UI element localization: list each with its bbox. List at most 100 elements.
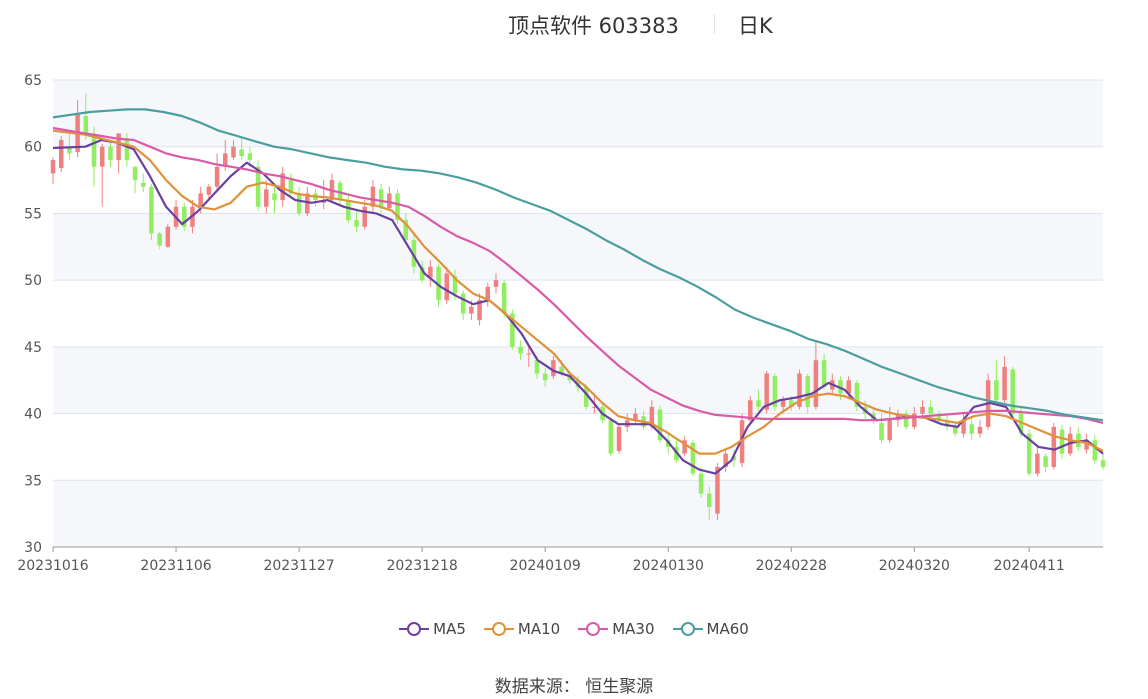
candle	[682, 436, 687, 457]
candle-body	[214, 166, 220, 187]
candle-body	[928, 406, 933, 414]
y-tick-label: 65	[24, 73, 42, 89]
candle	[378, 184, 384, 214]
candle-body	[526, 353, 532, 355]
candle	[264, 180, 269, 214]
candle	[994, 360, 999, 405]
legend: MA5 MA10 MA30 MA60	[0, 620, 1148, 638]
legend-label: MA30	[612, 620, 655, 638]
legend-marker-icon	[578, 621, 609, 637]
candle-body	[994, 380, 999, 401]
candle-body	[813, 360, 819, 407]
candle	[50, 157, 56, 185]
candle-body	[764, 373, 769, 410]
data-source: 数据来源： 恒生聚源	[494, 677, 654, 697]
candle-body	[83, 116, 89, 134]
y-tick-label: 30	[24, 540, 42, 556]
candle	[239, 137, 244, 161]
legend-label: MA5	[433, 620, 466, 638]
candle-body	[789, 400, 794, 407]
candle	[387, 186, 392, 210]
candle-body	[116, 133, 121, 161]
legend-item-ma30[interactable]: MA30	[578, 620, 655, 638]
legend-label: MA60	[706, 620, 749, 638]
candle-body	[206, 186, 212, 195]
candle	[797, 369, 802, 410]
candle	[542, 368, 548, 387]
candle-body	[296, 193, 302, 214]
candle	[313, 189, 318, 207]
candle-body	[887, 420, 892, 441]
candle	[969, 416, 975, 441]
candle-body	[231, 146, 236, 158]
candle-body	[181, 206, 187, 227]
candle-body	[657, 409, 663, 441]
background-band	[53, 480, 1103, 547]
candle	[608, 417, 614, 457]
ma10-line	[52, 129, 1104, 455]
candle	[706, 486, 712, 521]
candle-body	[797, 373, 802, 407]
candle	[1076, 426, 1081, 451]
candle-body	[493, 280, 499, 287]
candle-body	[1051, 426, 1057, 467]
candle	[690, 440, 696, 477]
legend-item-ma5[interactable]: MA5	[399, 620, 466, 638]
candle	[149, 184, 154, 241]
candle-body	[1084, 440, 1089, 450]
candle	[411, 233, 417, 274]
candle	[977, 420, 983, 438]
ma5-line	[52, 138, 1104, 475]
candle	[354, 210, 359, 233]
candle	[1026, 429, 1032, 477]
candle	[813, 340, 819, 410]
candle	[280, 166, 285, 207]
background-band	[53, 213, 1103, 281]
candle	[903, 409, 909, 430]
candle	[731, 449, 737, 467]
candle-body	[682, 440, 687, 454]
legend-item-ma60[interactable]: MA60	[672, 620, 749, 638]
candle	[444, 266, 450, 305]
candle-body	[280, 173, 285, 201]
candle	[1100, 453, 1106, 470]
candle-body	[223, 153, 228, 167]
candle	[493, 273, 499, 294]
candle	[1092, 434, 1098, 465]
candle-body	[165, 226, 171, 247]
candle	[1043, 453, 1048, 473]
candle-body	[501, 282, 507, 314]
legend-item-ma10[interactable]: MA10	[483, 620, 560, 638]
candle	[633, 408, 638, 425]
y-tick-label: 35	[24, 473, 42, 489]
candle-body	[247, 153, 253, 161]
candle-body	[288, 180, 294, 194]
candle-body	[805, 376, 810, 407]
background-bands	[53, 80, 1103, 547]
candle-body	[903, 413, 909, 427]
ma30-line	[52, 126, 1104, 424]
candle-body	[264, 189, 269, 207]
candle	[272, 186, 277, 214]
candle	[551, 356, 556, 379]
candle	[460, 290, 466, 321]
candle	[370, 180, 376, 214]
candle	[526, 346, 532, 367]
candle	[879, 413, 884, 443]
candle-body	[772, 376, 778, 407]
candle-body	[567, 376, 573, 381]
candle-body	[428, 266, 433, 278]
period-label[interactable]: 日K	[738, 14, 773, 38]
candle-body	[370, 186, 376, 207]
candle	[1035, 446, 1040, 477]
candle-body	[1002, 366, 1007, 401]
ma60-line	[52, 108, 1104, 422]
candle	[657, 405, 663, 443]
x-tick-label: 20240411	[994, 558, 1065, 574]
candle-body	[198, 193, 203, 207]
candle-body	[920, 406, 925, 414]
candle-body	[846, 380, 851, 394]
x-tick-label: 20231127	[263, 558, 334, 574]
candle-body	[551, 360, 556, 377]
candle	[616, 424, 622, 454]
